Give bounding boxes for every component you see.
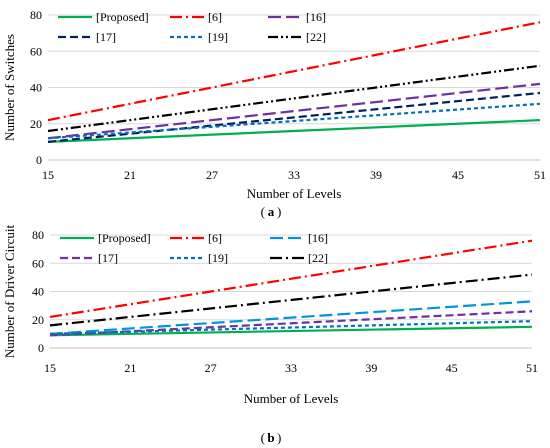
legend-label: [17]	[96, 30, 116, 44]
legend-label: [16]	[308, 231, 328, 245]
legend-label: [19]	[208, 30, 228, 44]
series-line	[49, 320, 533, 335]
x-axis-title: Number of Levels	[244, 391, 339, 406]
series-line	[47, 119, 541, 143]
y-tick-label: 80	[32, 228, 44, 242]
series-line	[49, 273, 533, 327]
series-line	[47, 21, 541, 122]
x-axis-title: Number of Levels	[247, 186, 342, 201]
legend-label: [19]	[208, 251, 228, 265]
series-line	[49, 300, 533, 335]
x-tick-label: 39	[365, 361, 377, 375]
legend-label: [Proposed]	[98, 231, 151, 245]
y-tick-label: 20	[30, 117, 42, 131]
x-tick-label: 45	[446, 361, 458, 375]
series-line	[49, 310, 533, 337]
caption-a-open: (	[261, 204, 265, 219]
legend-label: [16]	[306, 10, 326, 24]
x-tick-label: 15	[44, 361, 56, 375]
x-tick-label: 21	[124, 361, 136, 375]
series-line	[47, 102, 541, 140]
series-line	[49, 325, 533, 337]
y-tick-label: 0	[36, 153, 42, 167]
y-tick-label: 60	[30, 44, 42, 58]
chart-b: 0 20 40 60 80 15 21 27 33 39 45 51 Number of Levels N…	[2, 225, 538, 406]
y-tick-label: 40	[32, 285, 44, 299]
caption-b-close: )	[277, 430, 281, 445]
caption-a-label: a	[268, 204, 275, 219]
x-tick-label: 45	[452, 168, 464, 182]
x-tick-label: 39	[370, 168, 382, 182]
legend-label: [6]	[208, 10, 222, 24]
y-axis-title: Number of Switches	[2, 34, 17, 141]
series-line	[47, 82, 541, 140]
legend-label: [17]	[98, 251, 118, 265]
x-tick-label: 15	[42, 168, 54, 182]
caption-b-open: (	[261, 430, 265, 445]
x-tick-label: 51	[534, 168, 546, 182]
x-tick-label: 27	[205, 361, 217, 375]
legend-label: [6]	[208, 231, 222, 245]
x-tick-label: 21	[124, 168, 136, 182]
caption-b-label: b	[267, 430, 274, 445]
y-tick-label: 40	[30, 81, 42, 95]
chart-a: 0 20 40 60 80 15 21 27 33 39 45 51 Number of Levels N…	[2, 8, 546, 201]
series-line	[47, 91, 541, 143]
legend-label: [22]	[308, 251, 328, 265]
y-tick-label: 0	[38, 341, 44, 355]
caption-a-close: )	[277, 204, 281, 219]
x-tick-label: 33	[288, 168, 300, 182]
x-tick-label: 33	[285, 361, 297, 375]
y-tick-label: 60	[32, 256, 44, 270]
legend-label: [Proposed]	[96, 10, 149, 24]
x-tick-label: 27	[206, 168, 218, 182]
series-line	[49, 239, 533, 319]
x-tick-label: 51	[526, 361, 538, 375]
y-tick-label: 80	[30, 8, 42, 22]
y-axis-title: Number of Driver Circuit	[2, 225, 17, 359]
legend-label: [22]	[306, 30, 326, 44]
series-line	[47, 64, 541, 133]
y-tick-label: 20	[32, 313, 44, 327]
